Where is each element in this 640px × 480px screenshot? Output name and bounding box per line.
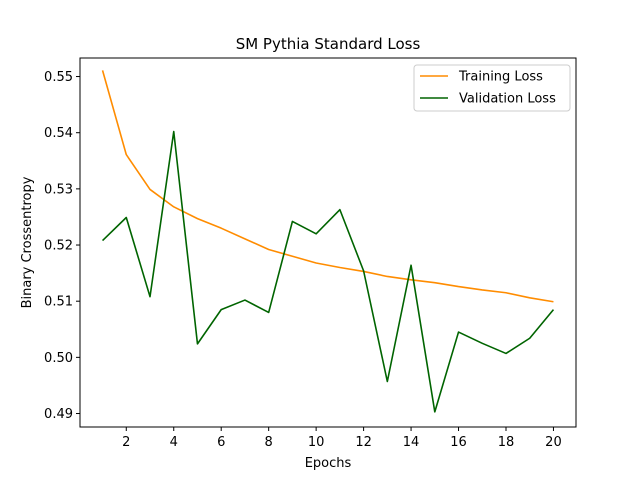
y-tick-label: 0.53 xyxy=(44,182,73,197)
y-axis-label: Binary Crossentropy xyxy=(20,176,35,308)
legend-label: Validation Loss xyxy=(459,92,556,107)
y-tick-label: 0.51 xyxy=(44,295,73,310)
x-tick-label: 16 xyxy=(450,435,467,450)
legend-label: Training Loss xyxy=(458,70,543,85)
y-tick-label: 0.55 xyxy=(44,70,73,85)
training-loss-line xyxy=(101,70,554,303)
plot-frame xyxy=(79,57,577,428)
x-axis-label: Epochs xyxy=(305,456,352,471)
series-layer xyxy=(101,70,555,413)
x-tick-label: 18 xyxy=(498,435,515,450)
y-tick-label: 0.50 xyxy=(44,351,73,366)
x-tick-label: 20 xyxy=(545,435,562,450)
validation-loss-line xyxy=(101,130,555,413)
chart-title: SM Pythia Standard Loss xyxy=(236,35,421,53)
y-tick-label: 0.54 xyxy=(44,126,73,141)
x-tick-label: 14 xyxy=(403,435,420,450)
y-tick-label: 0.52 xyxy=(44,239,73,254)
x-tick-label: 12 xyxy=(355,435,372,450)
x-tick-label: 2 xyxy=(122,435,130,450)
x-tick-label: 8 xyxy=(265,435,273,450)
x-tick-label: 4 xyxy=(170,435,178,450)
legend-box xyxy=(413,64,571,112)
y-axis: 0.49 0.50 0.51 0.52 0.53 0.54 0.55 xyxy=(44,70,80,422)
x-tick-label: 6 xyxy=(217,435,225,450)
x-axis: 2 4 6 8 10 12 14 16 18 20 xyxy=(122,427,562,450)
x-tick-label: 10 xyxy=(308,435,325,450)
legend: Training Loss Validation Loss xyxy=(413,64,571,112)
y-tick-label: 0.49 xyxy=(44,407,73,422)
